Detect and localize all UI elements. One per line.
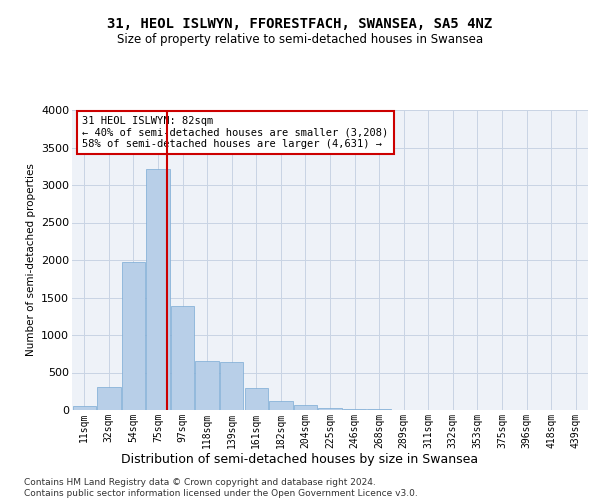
Bar [319, 408, 341, 410]
Bar [146, 168, 170, 410]
Bar [269, 402, 293, 410]
Text: 31 HEOL ISLWYN: 82sqm
← 40% of semi-detached houses are smaller (3,208)
58% of s: 31 HEOL ISLWYN: 82sqm ← 40% of semi-deta… [82, 116, 389, 149]
Bar [294, 405, 317, 410]
Bar [73, 406, 96, 410]
Y-axis label: Number of semi-detached properties: Number of semi-detached properties [26, 164, 35, 356]
Bar [122, 262, 145, 410]
Text: Distribution of semi-detached houses by size in Swansea: Distribution of semi-detached houses by … [121, 452, 479, 466]
Bar [196, 361, 219, 410]
Bar [245, 388, 268, 410]
Text: Contains HM Land Registry data © Crown copyright and database right 2024.
Contai: Contains HM Land Registry data © Crown c… [24, 478, 418, 498]
Bar [343, 409, 366, 410]
Bar [220, 362, 244, 410]
Bar [171, 306, 194, 410]
Text: Size of property relative to semi-detached houses in Swansea: Size of property relative to semi-detach… [117, 32, 483, 46]
Text: 31, HEOL ISLWYN, FFORESTFACH, SWANSEA, SA5 4NZ: 31, HEOL ISLWYN, FFORESTFACH, SWANSEA, S… [107, 18, 493, 32]
Bar [97, 387, 121, 410]
